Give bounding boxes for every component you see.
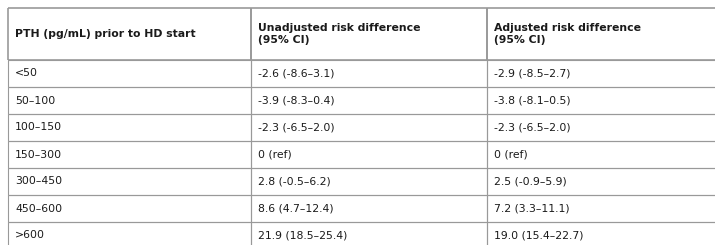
Text: -2.3 (-6.5–2.0): -2.3 (-6.5–2.0) bbox=[258, 122, 335, 133]
Text: 50–100: 50–100 bbox=[15, 96, 55, 106]
Text: Adjusted risk difference
(95% CI): Adjusted risk difference (95% CI) bbox=[494, 23, 641, 45]
Text: 150–300: 150–300 bbox=[15, 149, 62, 159]
Text: -3.9 (-8.3–0.4): -3.9 (-8.3–0.4) bbox=[258, 96, 335, 106]
Text: 2.5 (-0.9–5.9): 2.5 (-0.9–5.9) bbox=[494, 176, 567, 186]
Text: 2.8 (-0.5–6.2): 2.8 (-0.5–6.2) bbox=[258, 176, 331, 186]
Text: 19.0 (15.4–22.7): 19.0 (15.4–22.7) bbox=[494, 231, 583, 241]
Text: 21.9 (18.5–25.4): 21.9 (18.5–25.4) bbox=[258, 231, 347, 241]
Text: 0 (ref): 0 (ref) bbox=[494, 149, 528, 159]
Text: Unadjusted risk difference
(95% CI): Unadjusted risk difference (95% CI) bbox=[258, 23, 420, 45]
Text: <50: <50 bbox=[15, 69, 38, 78]
Text: -3.8 (-8.1–0.5): -3.8 (-8.1–0.5) bbox=[494, 96, 571, 106]
Text: -2.9 (-8.5–2.7): -2.9 (-8.5–2.7) bbox=[494, 69, 571, 78]
Text: 8.6 (4.7–12.4): 8.6 (4.7–12.4) bbox=[258, 204, 334, 213]
Text: -2.6 (-8.6–3.1): -2.6 (-8.6–3.1) bbox=[258, 69, 335, 78]
Text: -2.3 (-6.5–2.0): -2.3 (-6.5–2.0) bbox=[494, 122, 571, 133]
Text: 450–600: 450–600 bbox=[15, 204, 62, 213]
Text: 0 (ref): 0 (ref) bbox=[258, 149, 292, 159]
Text: 300–450: 300–450 bbox=[15, 176, 62, 186]
Text: 100–150: 100–150 bbox=[15, 122, 62, 133]
Text: 7.2 (3.3–11.1): 7.2 (3.3–11.1) bbox=[494, 204, 570, 213]
Text: PTH (pg/mL) prior to HD start: PTH (pg/mL) prior to HD start bbox=[15, 29, 196, 39]
Text: >600: >600 bbox=[15, 231, 45, 241]
